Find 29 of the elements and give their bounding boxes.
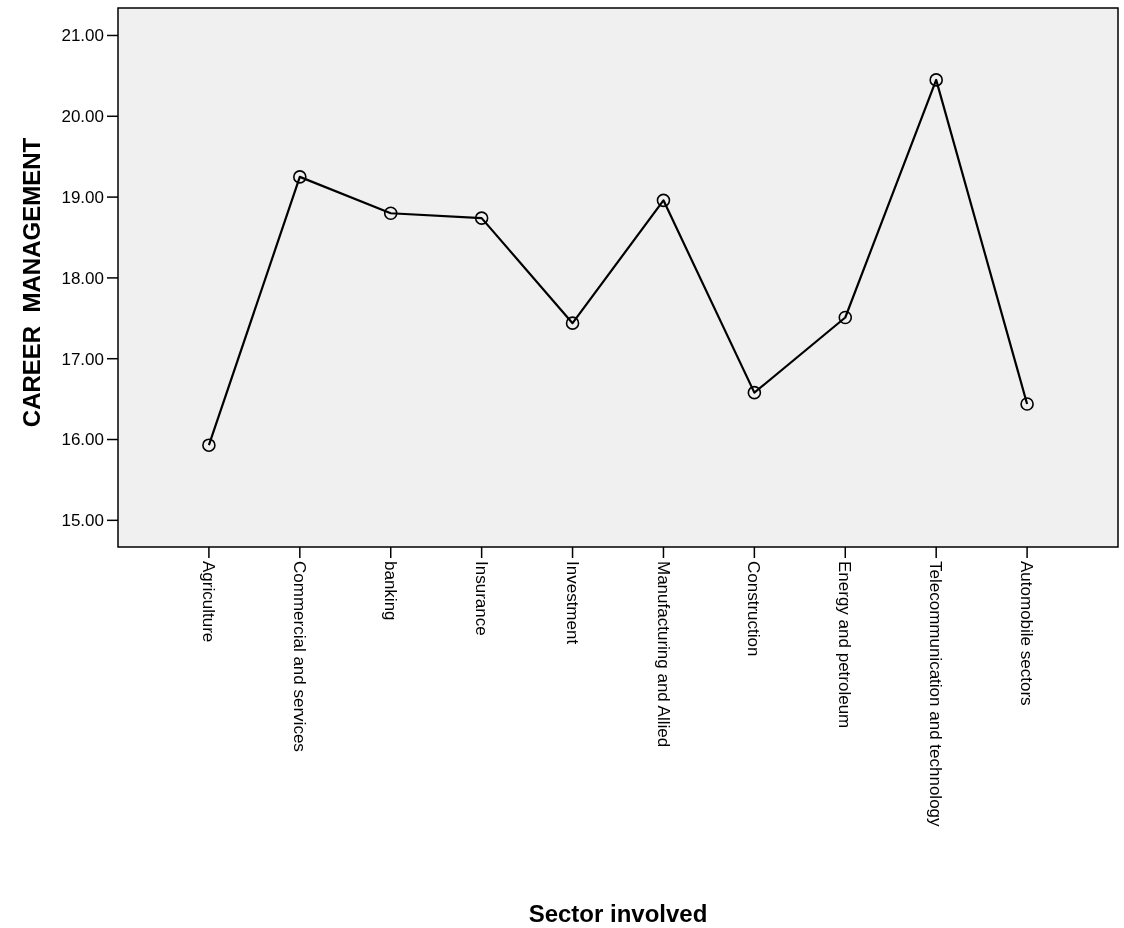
- point: [474, 211, 489, 225]
- y-axis-title: CAREER MANAGEMENT: [18, 137, 45, 428]
- point: [747, 385, 762, 400]
- y-tick-label: 18.00: [61, 268, 104, 288]
- x-tick-label: Construction: [744, 561, 764, 657]
- x-tick-label: banking: [380, 561, 400, 621]
- y-tick-label: 19.00: [61, 188, 104, 208]
- point: [293, 170, 307, 184]
- x-axis-title: Sector involved: [528, 900, 708, 927]
- x-tick-label: Agriculture: [198, 561, 218, 643]
- point: [929, 73, 943, 87]
- y-tick-label: 20.00: [61, 107, 104, 127]
- point: [383, 206, 398, 221]
- x-tick-label: Insurance: [471, 561, 491, 636]
- x-tick-label: Manufacturing and Allied: [653, 561, 673, 748]
- x-tick-label: Energy and petroleum: [835, 561, 855, 729]
- x-tick-label: Telecommunication and technology: [926, 561, 946, 828]
- x-tick-label: Commercial and services: [289, 561, 309, 752]
- point: [656, 193, 671, 208]
- point: [838, 310, 853, 325]
- y-tick-label: 17.00: [61, 349, 104, 369]
- point: [565, 316, 580, 330]
- point: [202, 438, 216, 452]
- y-tick-label: 21.00: [61, 26, 104, 46]
- x-tick-label: Automobile sectors: [1017, 561, 1037, 706]
- y-tick-label: 16.00: [61, 430, 104, 450]
- y-tick-label: 15.00: [61, 511, 104, 531]
- point: [1020, 397, 1034, 411]
- x-tick-label: Investment: [562, 561, 582, 645]
